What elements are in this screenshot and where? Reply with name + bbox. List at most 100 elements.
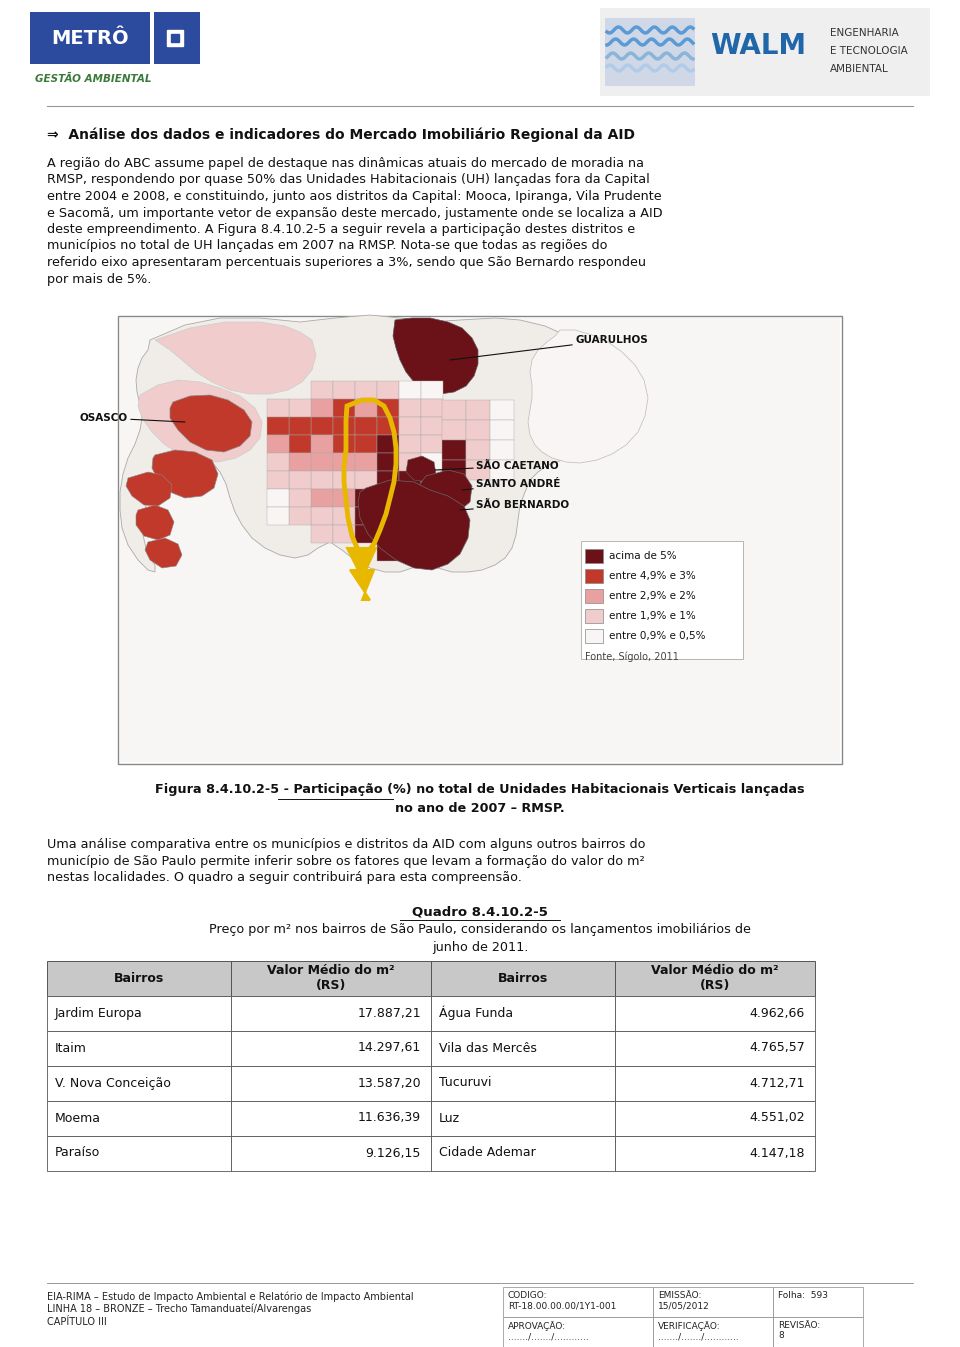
Text: Luz: Luz [439, 1111, 460, 1125]
Text: 4.712,71: 4.712,71 [750, 1076, 805, 1090]
Bar [431, 1100, 615, 1136]
Text: 11.636,39: 11.636,39 [358, 1111, 421, 1125]
Bar [311, 381, 333, 399]
Polygon shape [145, 537, 182, 568]
Text: RMSP, respondendo por quase 50% das Unidades Habitacionais (UH) lançadas fora da: RMSP, respondendo por quase 50% das Unid… [47, 174, 650, 186]
Text: Figura 8.4.10.2-5 - Participação (%) no total de Unidades Habitacionais Verticai: Figura 8.4.10.2-5 - Participação (%) no … [156, 783, 804, 796]
Bar [267, 418, 289, 435]
Bar [377, 489, 399, 506]
Bar [585, 609, 603, 624]
Text: CAPÍTULO III: CAPÍTULO III [47, 1317, 107, 1327]
Text: município de São Paulo permite inferir sobre os fatores que levam a formação do : município de São Paulo permite inferir s… [47, 854, 645, 867]
Text: Jardim Europa: Jardim Europa [55, 1006, 143, 1020]
Bar [377, 435, 399, 453]
Bar [490, 440, 514, 459]
Bar [442, 459, 466, 480]
Bar [231, 1100, 431, 1136]
Text: e Sacomã, um importante vetor de expansão deste mercado, justamente onde se loca: e Sacomã, um importante vetor de expansã… [47, 206, 662, 220]
Bar [267, 435, 289, 453]
Bar [377, 418, 399, 435]
Bar [581, 541, 743, 659]
Bar [333, 435, 355, 453]
Bar [431, 1030, 615, 1065]
Text: V. Nova Conceição: V. Nova Conceição [55, 1076, 171, 1090]
Text: Preço por m² nos bairros de São Paulo, considerando os lançamentos imobiliários : Preço por m² nos bairros de São Paulo, c… [209, 924, 751, 936]
Polygon shape [155, 322, 316, 395]
Bar [399, 453, 421, 471]
Bar [466, 459, 490, 480]
Text: SÃO BERNARDO: SÃO BERNARDO [460, 500, 569, 511]
Bar [421, 435, 443, 453]
Bar [773, 1317, 863, 1347]
Polygon shape [528, 330, 648, 463]
Bar [47, 1030, 231, 1065]
Bar [47, 995, 231, 1030]
Text: Valor Médio do m²
(RS): Valor Médio do m² (RS) [267, 964, 395, 991]
Bar [503, 1317, 653, 1347]
Bar [421, 418, 443, 435]
Bar [355, 525, 377, 543]
Bar [399, 381, 421, 399]
Bar [267, 489, 289, 506]
Bar [421, 381, 443, 399]
Bar [377, 453, 399, 471]
Text: no ano de 2007 – RMSP.: no ano de 2007 – RMSP. [396, 801, 564, 815]
Text: Tucuruvi: Tucuruvi [439, 1076, 492, 1090]
Polygon shape [138, 380, 262, 462]
Text: APROVAÇÃO:
......./......./............: APROVAÇÃO: ......./......./............ [508, 1321, 588, 1342]
Bar [355, 418, 377, 435]
Text: entre 4,9% e 3%: entre 4,9% e 3% [609, 571, 696, 581]
Text: ENGENHARIA: ENGENHARIA [830, 28, 899, 38]
Text: entre 2004 e 2008, e constituindo, junto aos distritos da Capital: Mooca, Ipiran: entre 2004 e 2008, e constituindo, junto… [47, 190, 661, 203]
Text: ⇒  Análise dos dados e indicadores do Mercado Imobiliário Regional da AID: ⇒ Análise dos dados e indicadores do Mer… [47, 128, 635, 143]
Bar [585, 589, 603, 603]
Text: Fonte, Sígolo, 2011: Fonte, Sígolo, 2011 [585, 651, 679, 661]
Bar [399, 543, 421, 560]
Bar [442, 440, 466, 459]
Bar [421, 471, 443, 489]
Bar [231, 1030, 431, 1065]
Text: 9.126,15: 9.126,15 [366, 1146, 421, 1160]
Text: 13.587,20: 13.587,20 [357, 1076, 421, 1090]
Polygon shape [120, 315, 610, 572]
Bar [311, 453, 333, 471]
Bar [615, 1136, 815, 1171]
Text: 4.551,02: 4.551,02 [750, 1111, 805, 1125]
Text: Bairros: Bairros [498, 971, 548, 985]
Bar [466, 420, 490, 440]
Text: referido eixo apresentaram percentuais superiores a 3%, sendo que São Bernardo r: referido eixo apresentaram percentuais s… [47, 256, 646, 269]
Bar [442, 400, 466, 420]
Bar [333, 399, 355, 418]
Text: Uma análise comparativa entre os municípios e distritos da AID com alguns outros: Uma análise comparativa entre os municíp… [47, 838, 645, 851]
Bar [289, 418, 311, 435]
Bar [355, 435, 377, 453]
Bar [355, 489, 377, 506]
Bar [333, 506, 355, 525]
Bar [311, 525, 333, 543]
Text: LINHA 18 – BRONZE – Trecho Tamanduateí/Alvarengas: LINHA 18 – BRONZE – Trecho Tamanduateí/A… [47, 1304, 311, 1315]
Text: 4.765,57: 4.765,57 [749, 1041, 805, 1055]
Bar [311, 435, 333, 453]
Text: municípios no total de UH lançadas em 2007 na RMSP. Nota-se que todas as regiões: municípios no total de UH lançadas em 20… [47, 240, 608, 252]
Bar [150, 12, 154, 65]
Bar [377, 381, 399, 399]
Bar [355, 471, 377, 489]
Bar [431, 960, 615, 995]
Bar [466, 440, 490, 459]
Polygon shape [126, 471, 172, 506]
Bar [490, 400, 514, 420]
Bar [605, 18, 695, 86]
Bar [333, 381, 355, 399]
Text: 4.147,18: 4.147,18 [750, 1146, 805, 1160]
Bar [399, 418, 421, 435]
Text: entre 1,9% e 1%: entre 1,9% e 1% [609, 612, 696, 621]
Bar [333, 418, 355, 435]
Text: Paraíso: Paraíso [55, 1146, 100, 1160]
Bar [490, 459, 514, 480]
Bar [615, 1100, 815, 1136]
Text: SÃO CAETANO: SÃO CAETANO [435, 461, 559, 471]
Bar [30, 12, 200, 65]
Text: VERIFICAÇÃO:
......./......./............: VERIFICAÇÃO: ......./......./...........… [658, 1321, 739, 1342]
Text: GUARULHOS: GUARULHOS [450, 335, 648, 360]
Bar [653, 1286, 773, 1317]
